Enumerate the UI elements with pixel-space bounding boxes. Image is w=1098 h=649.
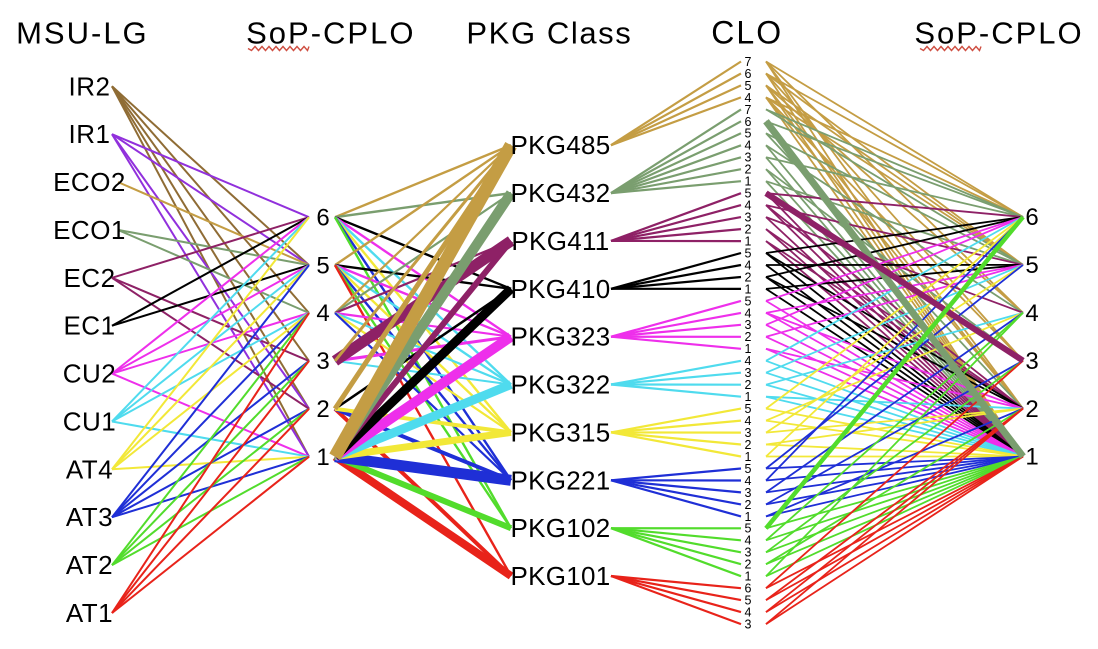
svg-text:5: 5 [1025,252,1038,279]
svg-text:CLO: CLO [711,15,783,51]
svg-text:PKG102: PKG102 [510,513,610,543]
svg-text:PKG315: PKG315 [510,417,610,447]
svg-text:MSU-LG: MSU-LG [16,16,149,51]
svg-text:PKG323: PKG323 [510,322,610,352]
svg-text:PKG410: PKG410 [510,274,610,304]
svg-text:PKG322: PKG322 [510,370,610,400]
svg-text:AT1: AT1 [66,598,113,628]
svg-text:PKG221: PKG221 [510,465,610,495]
svg-text:CU2: CU2 [63,359,117,389]
svg-text:3: 3 [745,618,752,632]
svg-text:AT3: AT3 [66,502,113,532]
svg-text:PKG411: PKG411 [511,226,609,256]
svg-text:SoP-CPLO: SoP-CPLO [246,16,415,51]
svg-text:IR1: IR1 [69,119,111,149]
svg-text:PKG432: PKG432 [510,178,610,208]
svg-text:3: 3 [1025,348,1038,375]
svg-text:4: 4 [316,300,329,327]
svg-text:PKG101: PKG101 [510,561,610,591]
svg-text:6: 6 [1025,204,1038,231]
svg-text:1: 1 [1025,444,1038,471]
svg-text:1: 1 [316,444,329,471]
svg-text:3: 3 [316,348,329,375]
svg-text:IR2: IR2 [69,71,111,101]
svg-text:5: 5 [316,252,329,279]
svg-text:PKG485: PKG485 [510,130,610,160]
svg-text:2: 2 [316,396,329,423]
svg-text:CU1: CU1 [63,407,117,437]
svg-text:SoP-CPLO: SoP-CPLO [914,16,1083,51]
svg-text:ECO2: ECO2 [53,167,126,197]
svg-text:AT4: AT4 [66,454,113,484]
svg-text:2: 2 [1025,396,1038,423]
svg-text:EC2: EC2 [63,263,115,293]
svg-text:PKG Class: PKG Class [466,16,632,51]
svg-text:AT2: AT2 [66,550,113,580]
svg-text:EC1: EC1 [63,311,115,341]
svg-text:6: 6 [316,204,329,231]
svg-text:ECO1: ECO1 [53,215,126,245]
svg-text:4: 4 [1025,300,1038,327]
